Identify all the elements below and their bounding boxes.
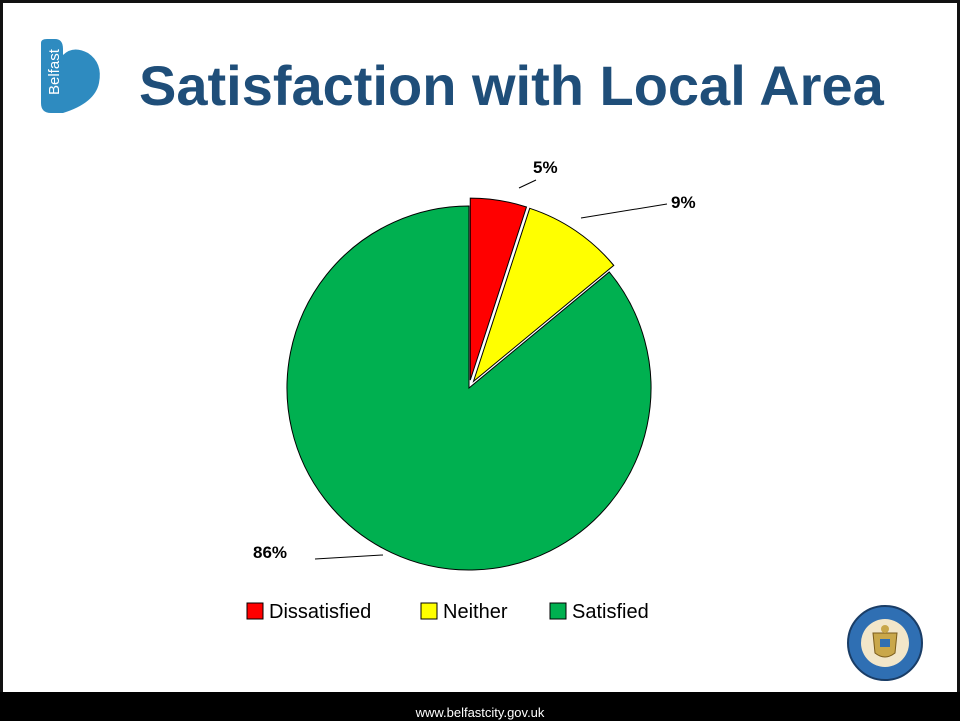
leader-line-satisfied [314, 554, 384, 560]
logo-text: Belfast [46, 48, 63, 95]
slide: Belfast Satisfaction with Local Area 5% 9… [0, 0, 960, 692]
belfast-logo: Belfast [41, 39, 100, 113]
legend-swatch-satisfied [549, 602, 567, 620]
city-council-crest [847, 605, 923, 681]
data-label-dissatisfied: 5% [533, 158, 558, 177]
footer-url: www.belfastcity.gov.uk [415, 705, 545, 720]
legend-swatch-dissatisfied [246, 602, 264, 620]
legend-label-satisfied: Satisfied [572, 601, 649, 623]
pie-slice-neither [472, 207, 615, 383]
data-label-neither: 9% [671, 193, 696, 212]
leader-line-neither [580, 203, 668, 219]
logo-heart-shape [41, 39, 100, 113]
footer-bar [0, 692, 960, 721]
leader-line-dissatisfied [518, 179, 537, 189]
pie-chart: 5% 9% 86% Dissatisfied Neither Satisfied [246, 158, 696, 623]
page-title: Satisfaction with Local Area [139, 54, 884, 117]
data-label-satisfied: 86% [253, 543, 287, 562]
legend-swatch-neither [420, 602, 438, 620]
pie-slice-satisfied [286, 205, 652, 571]
legend-label-dissatisfied: Dissatisfied [269, 601, 371, 623]
pie-slice-dissatisfied [469, 197, 528, 381]
legend-label-neither: Neither [443, 601, 508, 623]
